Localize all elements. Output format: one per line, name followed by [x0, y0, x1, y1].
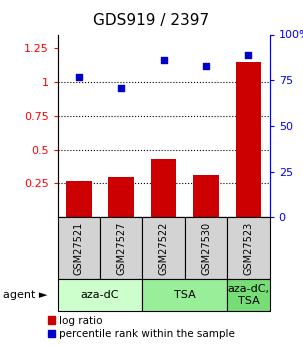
Bar — [185, 217, 227, 279]
Bar — [227, 217, 270, 279]
Text: aza-dC,
TSA: aza-dC, TSA — [228, 284, 269, 306]
Point — [76, 74, 81, 79]
Legend: log ratio, percentile rank within the sample: log ratio, percentile rank within the sa… — [48, 316, 235, 339]
Text: GSM27521: GSM27521 — [74, 222, 84, 275]
Bar — [108, 177, 134, 217]
Text: GSM27530: GSM27530 — [201, 222, 211, 275]
Point — [119, 85, 124, 90]
Bar — [227, 279, 270, 311]
Text: aza-dC: aza-dC — [81, 290, 119, 300]
Bar — [142, 217, 185, 279]
Text: agent ►: agent ► — [3, 290, 47, 300]
Bar — [100, 217, 142, 279]
Text: GSM27527: GSM27527 — [116, 222, 126, 275]
Text: GSM27522: GSM27522 — [158, 222, 169, 275]
Bar — [151, 159, 176, 217]
Bar — [58, 279, 142, 311]
Point — [204, 63, 208, 68]
Point — [161, 57, 166, 63]
Point — [246, 52, 251, 57]
Text: GSM27523: GSM27523 — [243, 222, 254, 275]
Bar — [193, 175, 219, 217]
Bar — [236, 62, 261, 217]
Bar — [66, 181, 92, 217]
Text: TSA: TSA — [174, 290, 196, 300]
Text: GDS919 / 2397: GDS919 / 2397 — [93, 13, 210, 28]
Bar — [58, 217, 100, 279]
Bar — [142, 279, 227, 311]
